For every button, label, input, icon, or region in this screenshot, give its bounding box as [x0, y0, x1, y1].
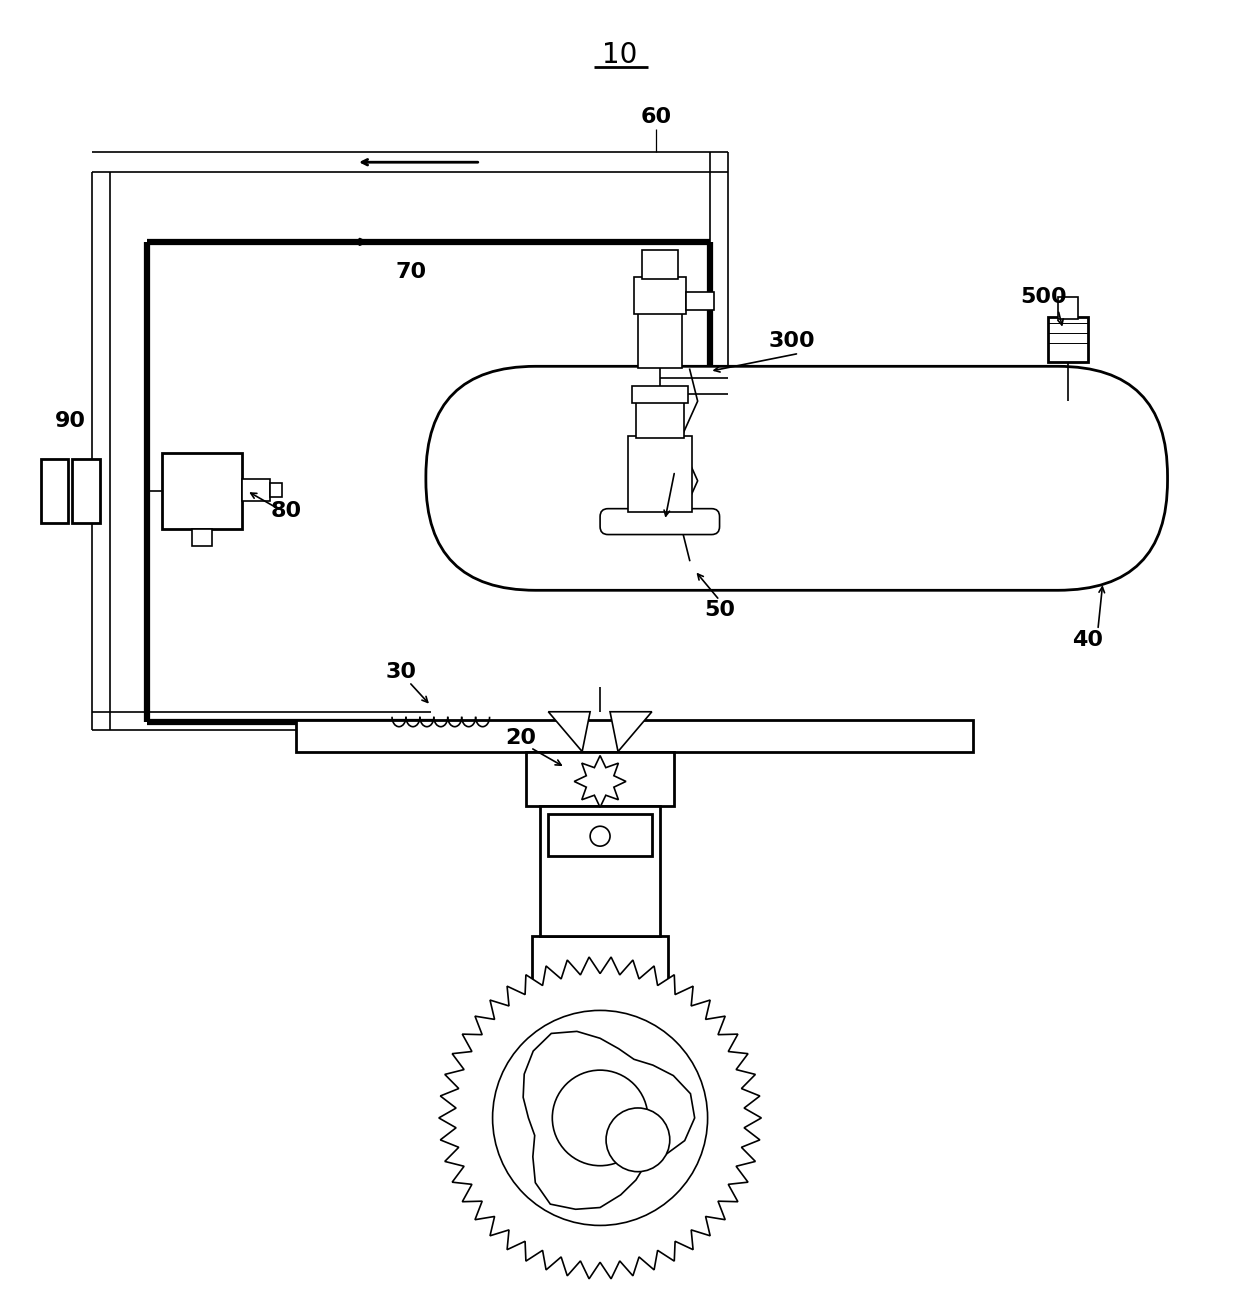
Circle shape [552, 1070, 647, 1166]
Polygon shape [610, 712, 652, 751]
Bar [634, 277, 686, 314]
Polygon shape [548, 712, 590, 751]
Bar [627, 436, 692, 512]
Polygon shape [439, 957, 761, 1279]
Bar [637, 311, 682, 369]
Text: 500: 500 [1019, 286, 1066, 307]
Bar [636, 402, 683, 439]
Bar [192, 529, 212, 546]
Bar [1058, 297, 1078, 319]
FancyBboxPatch shape [600, 508, 719, 534]
Bar [162, 453, 242, 529]
Text: 50: 50 [704, 600, 735, 620]
Bar [541, 806, 660, 936]
Text: 60: 60 [640, 108, 671, 127]
Bar [269, 483, 281, 496]
Bar [1048, 316, 1087, 362]
Polygon shape [523, 1032, 694, 1209]
Circle shape [590, 826, 610, 846]
Text: 80: 80 [270, 500, 303, 521]
Bar [41, 458, 68, 523]
Polygon shape [574, 755, 626, 807]
Bar [242, 479, 269, 500]
Bar [532, 936, 668, 1023]
Bar [632, 386, 688, 403]
Bar [548, 814, 652, 856]
Text: 40: 40 [1073, 630, 1104, 650]
Text: 10: 10 [603, 41, 637, 68]
Text: 30: 30 [386, 662, 417, 681]
Text: 90: 90 [55, 411, 86, 431]
FancyBboxPatch shape [425, 366, 1168, 591]
Text: 300: 300 [769, 331, 816, 352]
Bar [72, 458, 100, 523]
Text: 20: 20 [505, 727, 536, 747]
Bar [686, 291, 713, 310]
Bar [296, 720, 973, 751]
Circle shape [492, 1011, 708, 1225]
Text: 70: 70 [396, 261, 427, 282]
Bar [527, 751, 673, 806]
Bar [642, 249, 678, 278]
Circle shape [606, 1108, 670, 1171]
